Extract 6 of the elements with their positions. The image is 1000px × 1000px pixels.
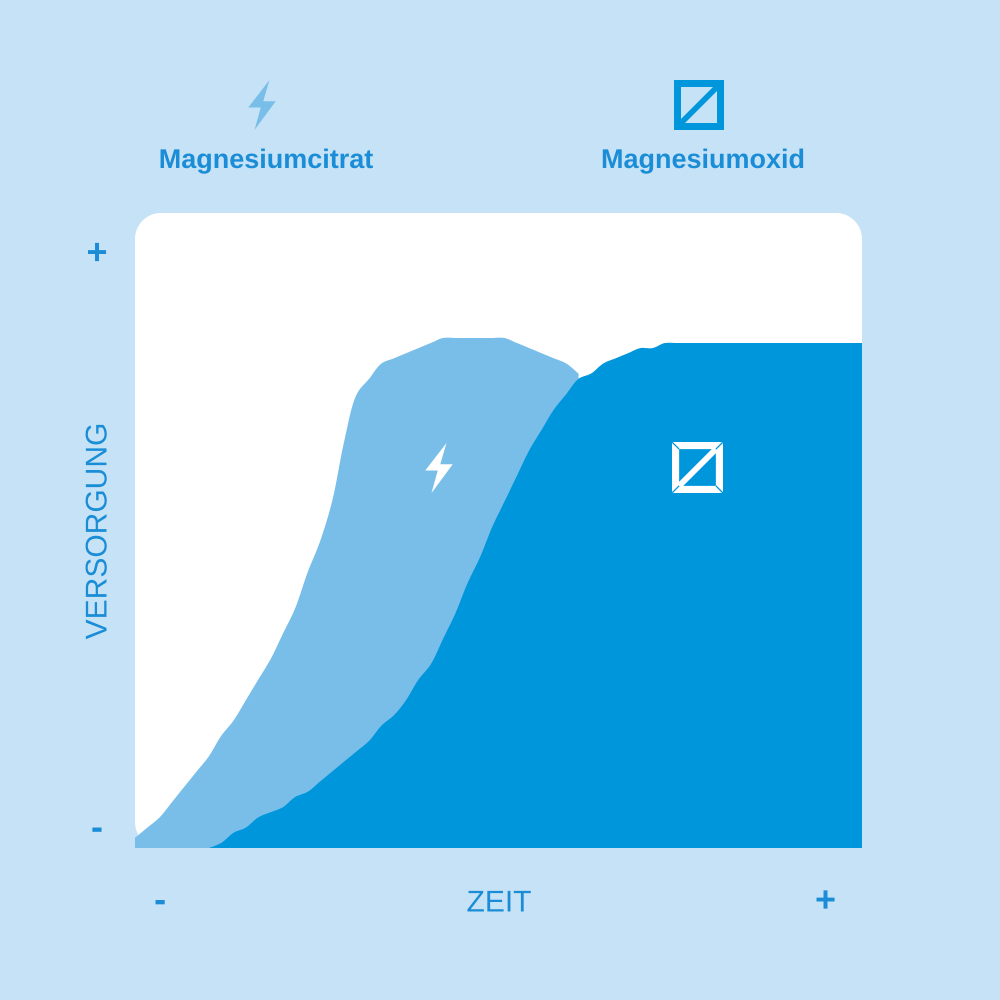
- legend-label: Magnesiumoxid: [600, 144, 806, 174]
- x-axis-title: ZEIT: [466, 886, 532, 918]
- y-axis-title: VERSORGUNG: [80, 422, 114, 640]
- text: +: [86, 231, 108, 272]
- legend-label: Magnesiumcitrat: [158, 144, 374, 174]
- text: -: [91, 806, 103, 847]
